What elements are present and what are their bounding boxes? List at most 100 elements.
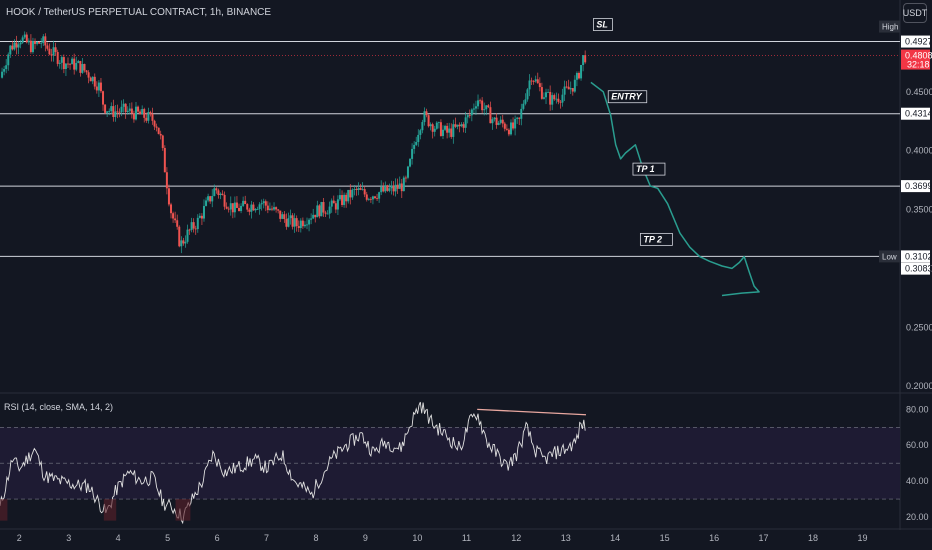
candle-body xyxy=(75,62,78,70)
candle-body xyxy=(551,95,554,105)
candle-body xyxy=(182,240,185,244)
candle-body xyxy=(97,82,100,91)
candle-body xyxy=(54,47,57,53)
price-badge-countdown: 32:18 xyxy=(907,60,930,70)
candle-body xyxy=(23,34,26,38)
candle-body xyxy=(328,206,331,214)
candle-body xyxy=(528,80,531,90)
candle-body xyxy=(64,63,67,70)
candle-body xyxy=(489,107,492,124)
candle-body xyxy=(540,87,543,99)
candle-body xyxy=(512,122,515,129)
candle-body xyxy=(13,42,16,50)
candle-body xyxy=(153,120,156,127)
candle-body xyxy=(79,61,82,73)
projection-path xyxy=(590,81,760,297)
candle-body xyxy=(450,128,453,137)
candle-body xyxy=(347,189,350,202)
level-label-box xyxy=(593,18,613,31)
price-label-box xyxy=(901,107,930,120)
candle-body xyxy=(516,117,519,119)
candle-body xyxy=(27,40,30,43)
candle-body xyxy=(258,204,261,210)
price-tick-label: 0.2500 xyxy=(906,322,932,332)
candle-body xyxy=(435,122,438,129)
candle-body xyxy=(487,105,490,108)
candle-body xyxy=(287,218,290,227)
candle-body xyxy=(470,109,473,116)
candle-body xyxy=(186,229,189,242)
candle-body xyxy=(468,115,471,116)
candle-body xyxy=(149,111,152,115)
candle-body xyxy=(246,204,249,210)
candle-body xyxy=(285,218,288,227)
candle-body xyxy=(188,229,191,231)
candle-body xyxy=(58,62,61,64)
candle-body xyxy=(374,196,376,199)
candle-body xyxy=(536,79,539,84)
candle-body xyxy=(431,124,434,132)
candle-body xyxy=(369,198,372,200)
price-tick-label: 0.4500 xyxy=(906,87,932,97)
candle-body xyxy=(495,117,498,125)
time-tick-label: 18 xyxy=(808,533,818,543)
candle-body xyxy=(124,103,127,112)
candle-body xyxy=(200,215,203,219)
candle-body xyxy=(66,63,69,65)
candle-body xyxy=(87,72,90,78)
price-label-text: 0.3083 xyxy=(905,264,932,274)
candle-body xyxy=(93,76,96,87)
candle-body xyxy=(248,209,251,212)
candle-body xyxy=(464,117,467,128)
time-tick-label: 12 xyxy=(511,533,521,543)
candle-body xyxy=(569,88,572,90)
candle-body xyxy=(126,110,129,112)
time-tick-label: 16 xyxy=(709,533,719,543)
candle-body xyxy=(526,89,529,100)
candle-body xyxy=(85,70,88,73)
candle-body xyxy=(165,172,168,189)
candle-body xyxy=(116,111,119,113)
candle-body xyxy=(336,199,339,210)
candle-body xyxy=(367,198,370,200)
candle-body xyxy=(557,98,560,102)
candle-body xyxy=(301,220,304,227)
candle-body xyxy=(312,214,315,219)
candle-body xyxy=(9,45,12,55)
currency-button[interactable]: USDT xyxy=(903,3,927,23)
candle-body xyxy=(505,128,508,130)
rsi-tick-label: 20.00 xyxy=(906,512,929,522)
candle-body xyxy=(1,71,4,78)
candle-body xyxy=(44,36,47,46)
candle-body xyxy=(318,205,321,217)
candle-body xyxy=(289,215,292,219)
candle-body xyxy=(334,203,337,210)
candle-body xyxy=(275,207,278,210)
candle-body xyxy=(314,214,317,218)
candle-body xyxy=(174,218,177,221)
candle-body xyxy=(357,188,360,190)
candle-body xyxy=(481,100,484,111)
candle-body xyxy=(460,124,463,127)
candle-body xyxy=(254,209,257,211)
candle-body xyxy=(252,204,255,211)
candle-body xyxy=(378,192,381,199)
candle-body xyxy=(538,83,541,88)
candle-body xyxy=(361,189,364,190)
candle-body xyxy=(281,214,284,219)
candle-body xyxy=(132,113,135,120)
candle-body xyxy=(530,80,533,82)
candle-body xyxy=(83,63,86,71)
candle-body xyxy=(503,123,506,129)
candle-body xyxy=(89,77,92,82)
price-tick-label: 0.2000 xyxy=(906,381,932,391)
candle-body xyxy=(110,106,113,112)
candle-body xyxy=(36,41,39,44)
level-label: TP 2 xyxy=(643,234,662,244)
candle-body xyxy=(120,106,123,113)
candle-body xyxy=(485,105,488,110)
candle-body xyxy=(365,194,368,200)
time-tick-label: 8 xyxy=(313,533,318,543)
candle-body xyxy=(238,207,241,212)
